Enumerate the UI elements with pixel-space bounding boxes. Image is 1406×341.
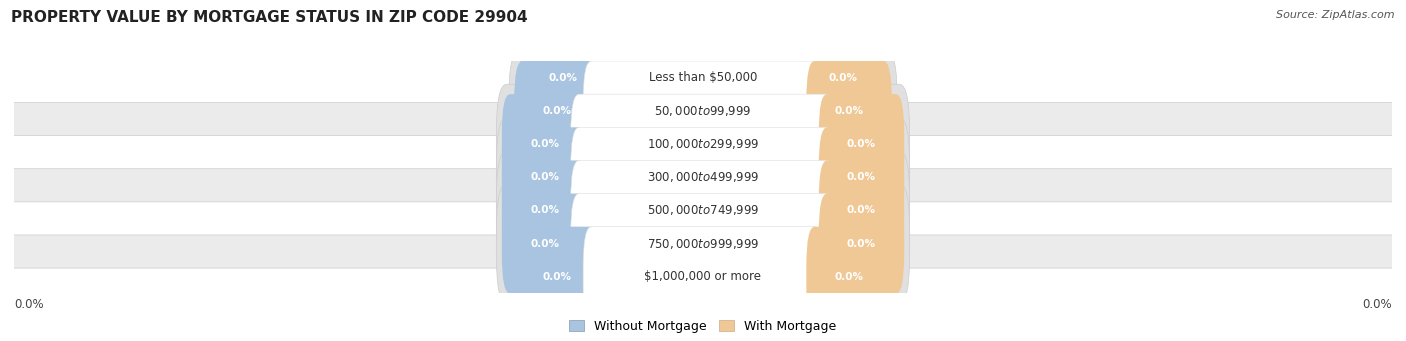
Text: 0.0%: 0.0%	[530, 205, 560, 216]
Text: Source: ZipAtlas.com: Source: ZipAtlas.com	[1277, 10, 1395, 20]
FancyBboxPatch shape	[509, 217, 897, 337]
FancyBboxPatch shape	[13, 87, 1393, 136]
FancyBboxPatch shape	[807, 227, 891, 327]
FancyBboxPatch shape	[515, 18, 891, 138]
FancyBboxPatch shape	[583, 227, 823, 327]
FancyBboxPatch shape	[571, 94, 835, 194]
Text: 0.0%: 0.0%	[14, 298, 44, 311]
FancyBboxPatch shape	[818, 160, 904, 261]
Text: 0.0%: 0.0%	[846, 205, 876, 216]
FancyBboxPatch shape	[571, 160, 835, 261]
FancyBboxPatch shape	[515, 227, 599, 327]
Text: PROPERTY VALUE BY MORTGAGE STATUS IN ZIP CODE 29904: PROPERTY VALUE BY MORTGAGE STATUS IN ZIP…	[11, 10, 527, 25]
FancyBboxPatch shape	[502, 160, 588, 261]
FancyBboxPatch shape	[509, 51, 897, 171]
FancyBboxPatch shape	[818, 94, 904, 194]
Text: $500,000 to $749,999: $500,000 to $749,999	[647, 204, 759, 218]
FancyBboxPatch shape	[502, 127, 588, 227]
FancyBboxPatch shape	[502, 94, 588, 194]
Text: 0.0%: 0.0%	[530, 239, 560, 249]
FancyBboxPatch shape	[571, 127, 835, 227]
Text: 0.0%: 0.0%	[1362, 298, 1392, 311]
FancyBboxPatch shape	[496, 117, 910, 237]
FancyBboxPatch shape	[13, 252, 1393, 301]
FancyBboxPatch shape	[13, 54, 1393, 102]
Text: $50,000 to $99,999: $50,000 to $99,999	[654, 104, 752, 118]
Text: 0.0%: 0.0%	[530, 172, 560, 182]
FancyBboxPatch shape	[800, 28, 886, 128]
Legend: Without Mortgage, With Mortgage: Without Mortgage, With Mortgage	[564, 315, 842, 338]
FancyBboxPatch shape	[807, 61, 891, 161]
Text: 0.0%: 0.0%	[548, 73, 578, 83]
FancyBboxPatch shape	[515, 61, 599, 161]
FancyBboxPatch shape	[818, 127, 904, 227]
Text: $750,000 to $999,999: $750,000 to $999,999	[647, 237, 759, 251]
FancyBboxPatch shape	[502, 194, 588, 294]
Text: Less than $50,000: Less than $50,000	[648, 72, 758, 85]
Text: $100,000 to $299,999: $100,000 to $299,999	[647, 137, 759, 151]
FancyBboxPatch shape	[13, 219, 1393, 268]
FancyBboxPatch shape	[13, 120, 1393, 169]
FancyBboxPatch shape	[13, 186, 1393, 235]
Text: 0.0%: 0.0%	[543, 272, 571, 282]
Text: 0.0%: 0.0%	[835, 106, 863, 116]
Text: 0.0%: 0.0%	[530, 139, 560, 149]
FancyBboxPatch shape	[571, 194, 835, 294]
Text: $1,000,000 or more: $1,000,000 or more	[644, 270, 762, 283]
FancyBboxPatch shape	[818, 194, 904, 294]
FancyBboxPatch shape	[496, 183, 910, 303]
FancyBboxPatch shape	[583, 61, 823, 161]
FancyBboxPatch shape	[496, 84, 910, 204]
Text: 0.0%: 0.0%	[846, 139, 876, 149]
Text: 0.0%: 0.0%	[828, 73, 858, 83]
FancyBboxPatch shape	[520, 28, 606, 128]
Text: 0.0%: 0.0%	[835, 272, 863, 282]
FancyBboxPatch shape	[589, 28, 817, 128]
Text: $300,000 to $499,999: $300,000 to $499,999	[647, 170, 759, 184]
FancyBboxPatch shape	[13, 153, 1393, 202]
Text: 0.0%: 0.0%	[846, 172, 876, 182]
FancyBboxPatch shape	[496, 150, 910, 270]
Text: 0.0%: 0.0%	[543, 106, 571, 116]
Text: 0.0%: 0.0%	[846, 239, 876, 249]
